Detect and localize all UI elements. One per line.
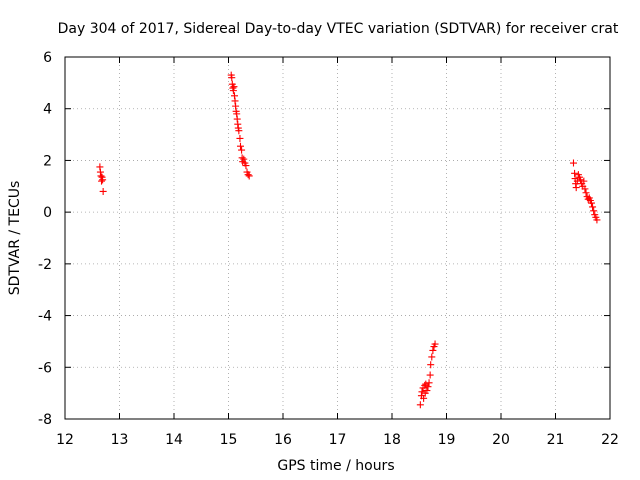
axis-ticks [64, 56, 611, 420]
x-tick-label: 16 [274, 432, 292, 448]
y-tick-label: 0 [43, 205, 52, 221]
x-tick-label: 19 [438, 432, 456, 448]
chart-title: Day 304 of 2017, Sidereal Day-to-day VTE… [58, 21, 619, 37]
y-tick-label: -8 [38, 412, 52, 428]
data-point [573, 177, 581, 185]
data-point [240, 155, 248, 163]
data-point [423, 387, 431, 395]
data-point [421, 381, 429, 389]
data-point [238, 146, 246, 154]
data-point [426, 371, 434, 379]
x-tick-label: 12 [56, 432, 74, 448]
data-point [429, 346, 437, 354]
data-point [580, 177, 588, 185]
data-point [572, 184, 580, 192]
data-point [587, 199, 595, 207]
x-axis-title: GPS time / hours [277, 458, 394, 474]
grid [65, 57, 610, 419]
x-tick-label: 22 [601, 432, 619, 448]
x-tick-label: 20 [492, 432, 510, 448]
data-point [425, 379, 433, 387]
y-tick-label: -2 [38, 257, 52, 273]
x-tick-label: 17 [329, 432, 347, 448]
data-point [589, 203, 597, 211]
data-point [236, 142, 244, 150]
data-point [577, 176, 585, 184]
y-tick-label: -6 [38, 360, 52, 376]
data-point [244, 171, 252, 179]
data-point [590, 207, 598, 215]
data-point [99, 176, 107, 184]
data-point [427, 361, 435, 369]
data-point [99, 187, 107, 195]
data-point [235, 127, 243, 135]
y-tick-label: 4 [43, 102, 52, 118]
y-tick-label: 6 [43, 50, 52, 66]
data-point [245, 172, 253, 180]
data-point [416, 401, 424, 409]
data-point [593, 216, 601, 224]
y-tick-label: 2 [43, 153, 52, 169]
data-point [582, 189, 590, 197]
x-tick-label: 15 [220, 432, 238, 448]
data-point [230, 83, 238, 91]
y-tick-label: -4 [38, 309, 52, 325]
data-points [96, 71, 601, 409]
data-point [236, 134, 244, 142]
data-point [424, 383, 432, 391]
data-point [228, 74, 236, 82]
x-tick-label: 13 [111, 432, 129, 448]
x-tick-label: 14 [165, 432, 183, 448]
data-point [581, 185, 589, 193]
y-axis-title: SDTVAR / TECUs [7, 181, 23, 296]
x-tick-label: 21 [547, 432, 565, 448]
x-tick-label: 18 [383, 432, 401, 448]
data-point [420, 394, 428, 402]
data-point [569, 159, 577, 167]
data-point [242, 162, 250, 170]
data-point [431, 340, 439, 348]
data-point [418, 388, 426, 396]
data-point [428, 353, 436, 361]
tick-labels: 12 13 14 15 16 17 18 19 20 21 22 -8 -6 -4 -2 0 2 4 6 [38, 50, 619, 448]
